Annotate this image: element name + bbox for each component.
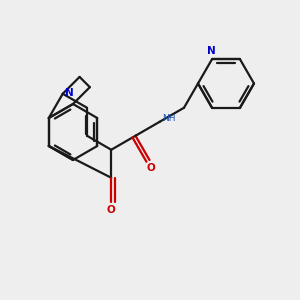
Text: O: O (107, 205, 116, 214)
Text: O: O (146, 163, 155, 173)
Text: NH: NH (162, 114, 175, 123)
Text: N: N (207, 46, 215, 56)
Text: N: N (65, 88, 74, 98)
